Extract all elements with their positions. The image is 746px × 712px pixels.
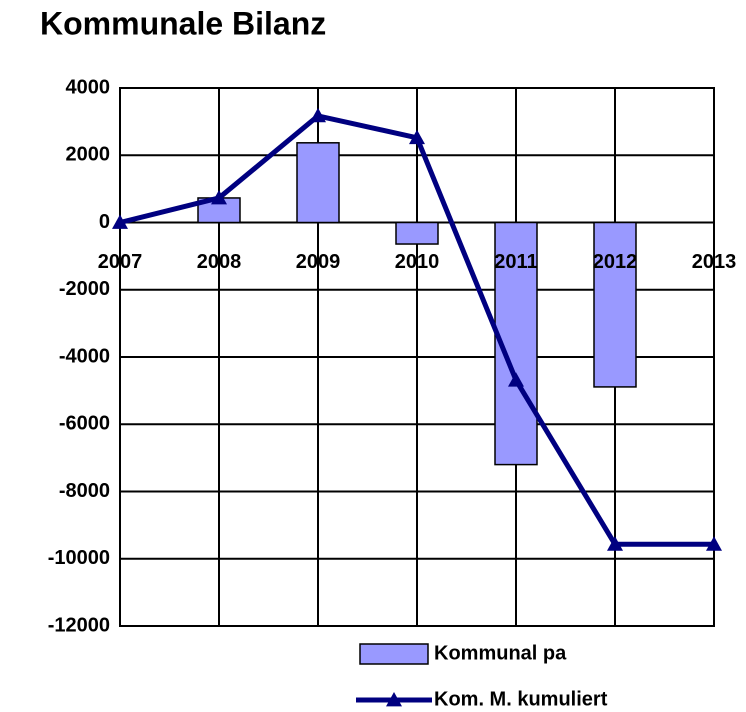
chart-title: Kommunale Bilanz xyxy=(40,5,326,41)
legend-label: Kom. M. kumuliert xyxy=(434,688,608,710)
bar xyxy=(494,221,538,466)
marker xyxy=(409,129,425,145)
y-tick-label: 2000 xyxy=(66,144,111,166)
legend-label: Kommunal pa xyxy=(434,642,567,664)
y-tick-label: -10000 xyxy=(48,547,110,569)
x-tick-label: 2013 xyxy=(692,251,737,273)
y-tick-label: -4000 xyxy=(59,345,110,367)
bar xyxy=(593,221,637,388)
marker xyxy=(706,536,722,551)
x-tick-label: 2008 xyxy=(197,251,242,273)
y-tick-label: -12000 xyxy=(48,614,110,636)
x-tick-label: 2012 xyxy=(593,251,638,273)
x-tick-label: 2011 xyxy=(494,251,537,273)
y-tick-label: -8000 xyxy=(59,480,110,502)
x-tick-label: 2009 xyxy=(296,251,341,273)
y-tick-label: -6000 xyxy=(59,413,110,435)
marker xyxy=(607,536,623,551)
x-tick-label: 2007 xyxy=(98,251,143,273)
y-tick-label: -2000 xyxy=(59,278,110,300)
bar xyxy=(395,221,439,245)
y-tick-label: 0 xyxy=(99,211,110,233)
bar xyxy=(296,142,340,224)
legend-swatch xyxy=(359,643,429,665)
marker xyxy=(112,214,128,229)
marker xyxy=(508,372,524,387)
marker xyxy=(310,107,326,123)
marker xyxy=(211,189,227,205)
plot-border xyxy=(119,87,715,627)
legend-marker xyxy=(386,692,402,707)
x-tick-label: 2010 xyxy=(395,251,440,273)
y-tick-label: 4000 xyxy=(66,76,111,98)
